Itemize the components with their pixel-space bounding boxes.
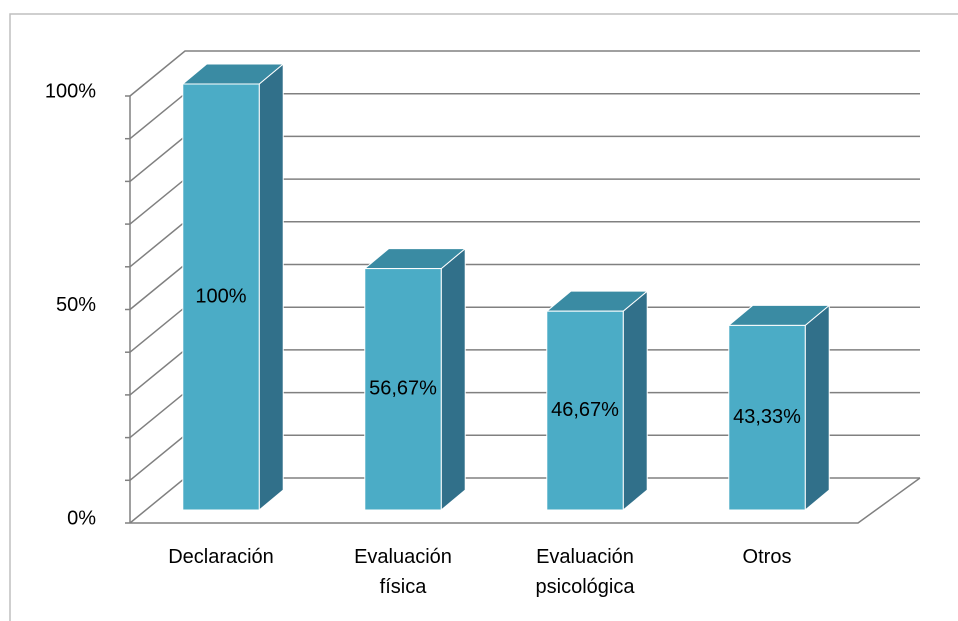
- data-label: 46,67%: [551, 399, 619, 421]
- bar-side: [622, 290, 648, 512]
- bar: [546, 310, 624, 511]
- bar: [728, 324, 806, 511]
- y-tick-label: 100%: [45, 80, 96, 102]
- data-label: 43,33%: [733, 406, 801, 428]
- data-label: 100%: [195, 285, 246, 307]
- data-label: 56,67%: [369, 378, 437, 400]
- grid-line: [129, 50, 920, 97]
- floor: [130, 477, 921, 524]
- bar-side: [258, 62, 284, 512]
- bar: [182, 83, 260, 511]
- y-tick-label: 50%: [56, 294, 96, 316]
- x-tick-label: Evaluación psicológica: [535, 546, 635, 598]
- bar-side: [804, 304, 830, 512]
- bar: [364, 268, 442, 511]
- frame: [9, 13, 958, 621]
- x-tick-label: Declaración: [168, 546, 274, 568]
- x-tick-label: Otros: [742, 546, 792, 568]
- x-tick-label: Evaluación física: [354, 546, 452, 598]
- bar-side: [440, 247, 466, 512]
- y-tick-label: 0%: [67, 507, 96, 529]
